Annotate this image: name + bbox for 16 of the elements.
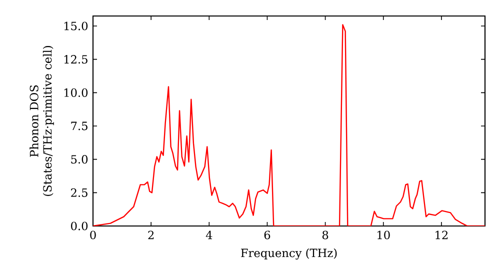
y-tick-label: 10.0 xyxy=(64,88,88,97)
y-axis-title: Phonon DOS (States/THz·primitive cell) xyxy=(30,46,54,196)
x-tick-label: 0 xyxy=(90,230,96,240)
y-tick-label: 5.0 xyxy=(71,155,88,164)
x-tick-label: 2 xyxy=(148,230,154,240)
x-tick-label: 8 xyxy=(322,230,328,240)
x-axis-title: Frequency (THz) xyxy=(241,248,337,260)
y-tick-label: 7.5 xyxy=(71,122,88,130)
y-tick-label: 2.5 xyxy=(71,188,88,197)
y-tick-label: 12.5 xyxy=(64,55,88,64)
y-tick-label: 15.0 xyxy=(64,22,88,30)
x-tick-label: 6 xyxy=(264,230,270,240)
x-tick-label: 10 xyxy=(378,230,390,240)
x-tick-label: 12 xyxy=(436,230,448,240)
x-tick-label: 4 xyxy=(206,230,212,240)
y-tick-label: 0.0 xyxy=(71,222,88,230)
